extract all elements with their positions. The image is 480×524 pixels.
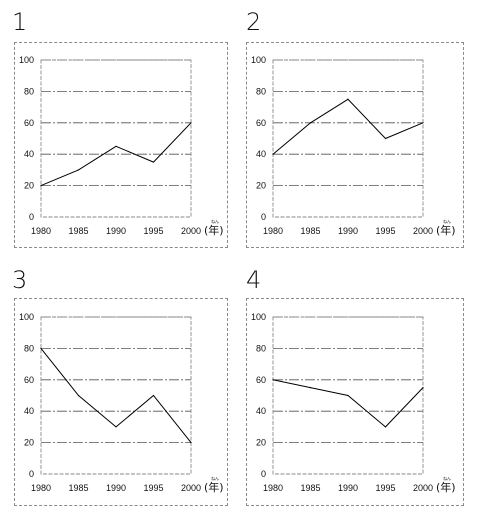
- chart-4: 0 20 40 60 80 100 1980 1985 1990 1995 2000 (年)ねん: [251, 312, 456, 494]
- panel-number-1: 1: [12, 8, 28, 36]
- x-tick-label: 1980: [263, 483, 283, 493]
- chart-frame-4: [246, 298, 464, 506]
- data-point: [190, 122, 192, 124]
- y-tick-label: 40: [24, 406, 34, 416]
- y-tick-label: 20: [24, 181, 34, 191]
- y-tick-label: 40: [24, 149, 34, 159]
- series-line: [40, 348, 192, 443]
- y-tick-label: 100: [19, 55, 34, 65]
- x-unit-label: (年): [204, 223, 224, 237]
- x-tick-label: 1990: [338, 226, 358, 236]
- y-tick-label: 60: [256, 118, 266, 128]
- chart-frame-1: [14, 42, 228, 248]
- y-tick-label: 100: [251, 312, 266, 322]
- y-tick-label: 80: [24, 86, 34, 96]
- x-tick-label: 1990: [106, 226, 126, 236]
- x-tick-label: 1985: [300, 226, 320, 236]
- data-point: [115, 426, 117, 428]
- x-unit-label: (年): [436, 223, 456, 237]
- x-unit-ruby: ねん: [443, 475, 451, 481]
- y-tick-label: 100: [251, 55, 266, 65]
- x-tick-label: 1990: [338, 483, 358, 493]
- data-point: [422, 122, 424, 124]
- panel-number-3: 3: [12, 266, 28, 294]
- data-point: [115, 145, 117, 147]
- data-point: [309, 122, 312, 124]
- plot-frame: [40, 59, 192, 218]
- y-tick-label: 0: [261, 212, 266, 222]
- series-line: [272, 98, 424, 155]
- x-tick-label: 1980: [31, 226, 51, 236]
- data-point: [40, 185, 42, 187]
- y-tick-label: 0: [29, 469, 34, 479]
- data-point: [384, 137, 387, 140]
- x-tick-label: 1985: [68, 226, 88, 236]
- y-tick-label: 80: [256, 86, 266, 96]
- data-point: [152, 394, 155, 397]
- data-point: [40, 347, 42, 349]
- x-unit-label: (年): [204, 480, 224, 494]
- x-tick-label: 2000: [413, 483, 433, 493]
- y-tick-label: 40: [256, 406, 266, 416]
- x-unit-ruby: ねん: [211, 475, 219, 481]
- chart-frame-3: [14, 298, 228, 506]
- y-tick-label: 20: [24, 438, 34, 448]
- x-tick-label: 2000: [413, 226, 433, 236]
- y-tick-label: 20: [256, 438, 266, 448]
- y-tick-label: 20: [256, 181, 266, 191]
- x-tick-label: 1995: [375, 483, 395, 493]
- x-tick-label: 1980: [31, 483, 51, 493]
- x-tick-label: 1990: [106, 483, 126, 493]
- plot-frame: [272, 59, 424, 218]
- data-point: [347, 394, 349, 397]
- data-point: [77, 394, 80, 397]
- chart-2: 0 20 40 60 80 100 1980 1985 1990 1995 2000 (年)ねん: [251, 55, 456, 237]
- x-tick-label: 1995: [143, 483, 163, 493]
- y-tick-label: 80: [24, 343, 34, 353]
- x-tick-label: 2000: [181, 226, 201, 236]
- x-tick-label: 1985: [68, 483, 88, 493]
- data-point: [272, 379, 274, 381]
- data-point: [77, 169, 80, 171]
- panel-number-4: 4: [246, 266, 262, 294]
- data-point: [190, 442, 192, 444]
- y-tick-label: 40: [256, 149, 266, 159]
- data-point: [152, 161, 155, 163]
- data-point: [272, 153, 274, 155]
- y-tick-label: 0: [29, 212, 34, 222]
- y-tick-label: 60: [24, 118, 34, 128]
- x-tick-label: 1980: [263, 226, 283, 236]
- chart-3: 0 20 40 60 80 100 1980 1985 1990 1995 2000 (年)ねん: [19, 312, 224, 494]
- x-tick-label: 2000: [181, 483, 201, 493]
- plot-frame: [272, 316, 424, 475]
- series-line: [272, 379, 424, 428]
- x-tick-label: 1985: [300, 483, 320, 493]
- x-unit-ruby: ねん: [211, 218, 219, 224]
- panel-number-2: 2: [246, 8, 262, 36]
- x-tick-label: 1995: [143, 226, 163, 236]
- x-tick-label: 1995: [375, 226, 395, 236]
- plot-frame: [40, 316, 192, 475]
- data-point: [422, 387, 424, 389]
- data-point: [309, 387, 312, 389]
- data-point: [384, 426, 387, 428]
- y-tick-label: 60: [24, 375, 34, 385]
- chart-frame-2: [246, 42, 464, 248]
- y-tick-label: 60: [256, 375, 266, 385]
- x-unit-ruby: ねん: [443, 218, 451, 224]
- data-point: [347, 98, 349, 100]
- x-unit-label: (年): [436, 480, 456, 494]
- y-tick-label: 80: [256, 343, 266, 353]
- y-tick-label: 0: [261, 469, 266, 479]
- chart-1: 0 20 40 60 80 100 1980 1985 1990 1995 2000 (年)ねん: [19, 55, 224, 237]
- y-tick-label: 100: [19, 312, 34, 322]
